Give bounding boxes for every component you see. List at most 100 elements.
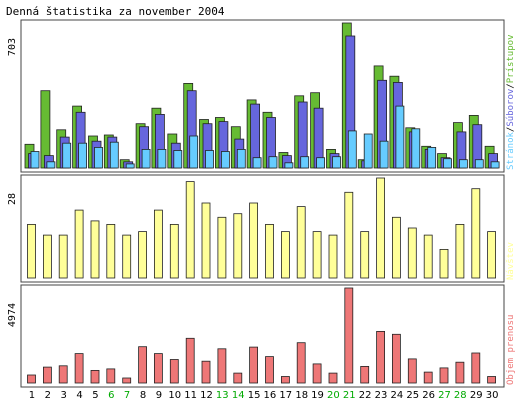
legend-item: Návštev [505,242,516,280]
bar-návštev-7 [122,234,132,279]
bar-objem prenosu-6 [106,368,116,384]
bar-návštev-10 [169,223,179,279]
bar-stránok-18 [300,156,310,169]
bar-návštev-26 [423,234,433,279]
x-tick-label: 24 [391,390,404,401]
bar-objem prenosu-26 [423,371,433,384]
bar-objem prenosu-10 [169,359,179,384]
x-axis-labels: 1 2 3 4 5 6 7 8 9 10 11 12 13 14 15 16 17 18 19 20 21 22 23 24 2… [29,390,499,401]
legend-item: Objem prenosu [506,315,516,385]
legend-text: Objem prenosu [506,315,516,385]
x-tick-label: 28 [454,390,467,401]
legend-separator: / [506,83,516,88]
bar-stránok-2 [46,161,56,169]
bar-návštev-15 [249,202,259,279]
bar-stránok-16 [268,156,278,169]
bar-návštev-11 [185,181,195,279]
bar-objem prenosu-29 [471,352,481,384]
legend-text: Návštev [505,242,516,280]
legend-text: Stránok/Súborov/Prístupov [506,35,516,171]
x-tick-label: 11 [184,390,197,401]
bar-stránok-5 [94,146,103,169]
x-tick-label: 27 [438,390,451,401]
bar-objem prenosu-7 [122,377,132,384]
bar-stránok-15 [252,157,262,169]
panel-visits: 28 Návštev [7,174,516,283]
bar-objem prenosu-15 [249,346,259,384]
x-tick-label: 8 [140,390,146,401]
y-max-label: 4974 [7,303,18,327]
bar-stránok-23 [379,140,389,169]
legend: Objem prenosu [506,315,516,385]
x-tick-label: 13 [216,390,229,401]
x-tick-label: 21 [343,390,356,401]
x-tick-label: 9 [156,390,162,401]
bar-návštev-14 [233,213,243,279]
x-tick-label: 29 [470,390,483,401]
bar-objem prenosu-12 [201,360,211,384]
bar-návštev-23 [376,177,386,279]
bar-stránok-14 [236,148,246,169]
bars [27,177,497,279]
bar-návštev-4 [74,209,84,279]
bar-objem prenosu-19 [312,363,322,384]
bar-návštev-8 [138,231,148,279]
bar-návštev-18 [296,206,306,279]
bar-objem prenosu-5 [90,369,100,384]
x-tick-label: 16 [264,390,277,401]
bar-objem prenosu-30 [487,376,497,384]
bar-objem prenosu-16 [265,356,274,384]
bar-stránok-20 [332,156,341,169]
legend: Návštev [505,242,516,280]
bar-objem prenosu-11 [185,337,195,384]
legend-item: Prístupov [506,35,516,84]
bar-stránok-13 [220,151,230,169]
bar-návštev-27 [439,248,449,279]
bar-stránok-3 [62,142,72,169]
x-tick-label: 22 [359,390,372,401]
x-tick-label: 2 [45,390,51,401]
x-tick-label: 17 [279,390,292,401]
bar-objem prenosu-1 [27,374,36,384]
bars [24,22,500,169]
bar-stránok-9 [157,148,167,169]
bar-objem prenosu-25 [407,358,417,384]
x-tick-label: 26 [422,390,435,401]
bar-návštev-24 [391,216,401,279]
x-tick-label: 10 [168,390,181,401]
bar-stránok-6 [109,141,119,169]
bar-stránok-1 [30,151,40,169]
x-tick-label: 7 [124,390,130,401]
bar-stránok-27 [443,158,452,169]
bar-návštev-28 [455,223,465,279]
bar-objem prenosu-23 [376,330,386,384]
bar-stránok-22 [363,133,373,169]
bar-stránok-30 [490,161,500,169]
bar-návštev-13 [217,216,227,279]
bar-stránok-29 [474,159,484,169]
legend-item: Stránok [506,131,516,170]
panel-transfer: 4974 Objem prenosu [7,284,516,388]
y-max-label: 28 [7,193,18,205]
bar-stránok-24 [395,105,405,169]
bar-návštev-21 [344,191,354,279]
bar-objem prenosu-17 [280,376,290,384]
bar-stránok-4 [78,142,87,169]
x-tick-label: 23 [375,390,388,401]
bar-návštev-19 [312,231,322,279]
bar-objem prenosu-8 [138,346,148,384]
bar-stránok-11 [189,135,199,169]
bar-stránok-7 [125,163,135,169]
bar-stránok-17 [284,162,294,169]
y-max-label: 703 [7,38,18,56]
panel-frame [20,174,505,283]
bars [27,287,497,384]
bar-stránok-12 [205,150,214,169]
bar-návštev-2 [43,234,52,279]
bar-stránok-28 [458,159,468,169]
bar-objem prenosu-27 [439,367,449,384]
x-tick-label: 18 [295,390,308,401]
bar-objem prenosu-18 [296,342,306,384]
